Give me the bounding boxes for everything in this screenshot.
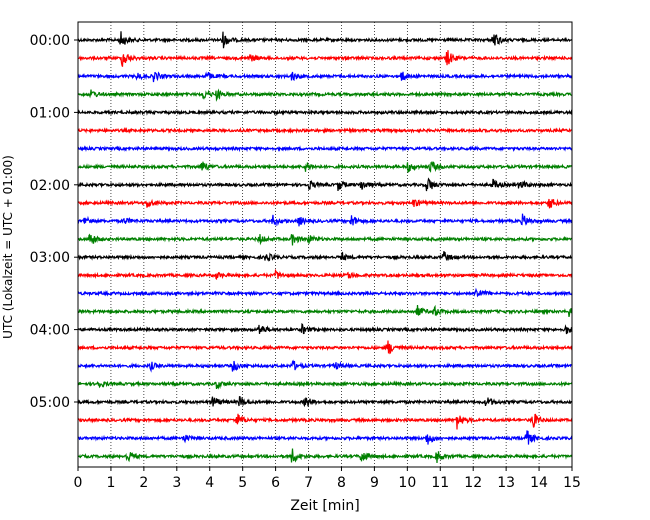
x-tick-label: 9 bbox=[370, 475, 379, 491]
x-tick-label: 0 bbox=[74, 475, 83, 491]
trace-row bbox=[77, 268, 573, 280]
trace-row bbox=[77, 448, 573, 463]
trace-row bbox=[77, 340, 573, 355]
trace-row bbox=[77, 413, 573, 430]
plot-background bbox=[78, 22, 572, 467]
trace-row bbox=[77, 108, 573, 116]
y-tick-label: 02:00 bbox=[30, 178, 70, 194]
trace-row bbox=[77, 198, 573, 209]
trace-row bbox=[77, 304, 573, 318]
plot-frame bbox=[77, 21, 573, 468]
y-axis-ticks: 00:00 01:00 02:00 03:00 04:00 05:00 bbox=[30, 33, 78, 411]
x-axis-label: Zeit [min] bbox=[290, 498, 359, 514]
y-tick-label: 01:00 bbox=[30, 105, 70, 121]
x-tick-label: 12 bbox=[464, 475, 482, 491]
trace-row bbox=[77, 213, 573, 227]
trace-row bbox=[77, 161, 573, 173]
trace-row bbox=[77, 396, 573, 408]
y-tick-label: 05:00 bbox=[30, 395, 70, 411]
x-tick-label: 15 bbox=[563, 475, 581, 491]
trace-row bbox=[77, 430, 573, 445]
trace-row bbox=[77, 71, 573, 83]
seismogram-traces bbox=[77, 31, 573, 463]
y-tick-label: 00:00 bbox=[30, 33, 70, 49]
trace-row bbox=[77, 126, 573, 135]
trace-row bbox=[77, 177, 573, 192]
y-tick-label: 03:00 bbox=[30, 250, 70, 266]
x-tick-label: 13 bbox=[497, 475, 515, 491]
x-tick-label: 6 bbox=[271, 475, 280, 491]
x-tick-label: 5 bbox=[238, 475, 247, 491]
x-tick-label: 11 bbox=[431, 475, 449, 491]
x-tick-label: 7 bbox=[304, 475, 313, 491]
trace-row bbox=[77, 233, 573, 246]
x-tick-label: 14 bbox=[530, 475, 548, 491]
x-tick-label: 4 bbox=[205, 475, 214, 491]
trace-row bbox=[77, 145, 573, 153]
trace-row bbox=[77, 50, 573, 67]
trace-row bbox=[77, 380, 573, 390]
trace-row bbox=[77, 287, 573, 298]
x-tick-label: 3 bbox=[172, 475, 181, 491]
y-tick-label: 04:00 bbox=[30, 323, 70, 339]
x-tick-label: 1 bbox=[106, 475, 115, 491]
x-tick-label: 10 bbox=[398, 475, 416, 491]
y-axis-label: UTC (Lokalzeit = UTC + 01:00) bbox=[1, 155, 15, 339]
trace-row bbox=[77, 31, 573, 49]
x-tick-label: 8 bbox=[337, 475, 346, 491]
vertical-gridlines bbox=[110, 22, 540, 467]
trace-row bbox=[77, 251, 573, 262]
x-axis-ticks: 0 1 2 3 4 5 6 7 8 9 10 11 12 13 14 15 bbox=[74, 467, 581, 491]
x-tick-label: 2 bbox=[139, 475, 148, 491]
trace-row bbox=[77, 88, 573, 102]
trace-row bbox=[77, 359, 573, 373]
trace-row bbox=[77, 323, 573, 335]
